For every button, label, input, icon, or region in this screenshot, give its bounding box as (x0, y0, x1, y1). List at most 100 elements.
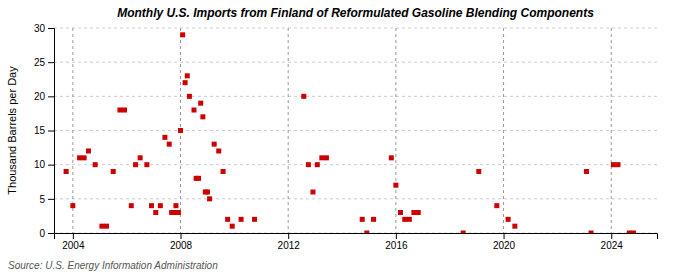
point (324, 155, 329, 160)
point (411, 210, 416, 215)
y-tick: 30 (34, 23, 54, 34)
point (315, 162, 320, 167)
y-grid-line (54, 96, 657, 97)
x-tick-label: 2020 (493, 240, 516, 251)
x-grid-line (611, 28, 612, 233)
point (82, 155, 87, 160)
x-tick-mark (288, 233, 289, 239)
y-tick: 25 (34, 57, 54, 68)
x-tick-mark (504, 233, 505, 239)
point (627, 231, 632, 234)
point (615, 162, 620, 167)
point (183, 80, 188, 85)
point (93, 162, 98, 167)
point (162, 135, 167, 140)
point (212, 142, 217, 147)
point (306, 162, 311, 167)
point (389, 155, 394, 160)
point (216, 149, 221, 154)
point (310, 190, 315, 195)
title: Monthly U.S. Imports from Finland of Ref… (117, 6, 594, 20)
source: Source: U.S. Energy Information Administ… (8, 260, 218, 271)
y-tick: 20 (34, 91, 54, 102)
x-tick: 2012 (278, 233, 301, 251)
point (611, 162, 616, 167)
point (402, 217, 407, 222)
y-tick-label: 10 (34, 159, 46, 170)
point (200, 114, 205, 119)
point (198, 101, 203, 106)
y-tick: 15 (34, 125, 54, 136)
point (167, 142, 172, 147)
y-tick-label: 25 (34, 57, 46, 68)
point (173, 203, 178, 208)
point (589, 231, 594, 234)
point (129, 203, 134, 208)
point (185, 73, 190, 78)
point (506, 217, 511, 222)
y-axis-title: Thousand Barrels per Day (6, 66, 18, 195)
point (239, 217, 244, 222)
point (207, 196, 212, 201)
y-tick: 5 (39, 194, 54, 205)
y-tick: 10 (34, 159, 54, 170)
x-axis: 2004 2008 2012 2016 2020 2024 (55, 233, 658, 251)
y-tick: 0 (39, 228, 54, 239)
point (191, 108, 196, 113)
point (301, 94, 306, 99)
point (364, 231, 369, 234)
point (86, 149, 91, 154)
point (64, 169, 69, 174)
y-tick-mark (48, 62, 54, 63)
x-tick: 2020 (493, 233, 516, 251)
y-axis-line (48, 29, 55, 234)
point (158, 203, 163, 208)
point (225, 217, 230, 222)
y-grid-line (54, 198, 657, 199)
point (584, 169, 589, 174)
y-grid-line (54, 28, 657, 29)
x-tick: 2024 (601, 233, 624, 251)
y-grid-line (54, 62, 657, 63)
point (138, 155, 143, 160)
point (178, 128, 183, 133)
point (494, 203, 499, 208)
y-tick-mark (48, 28, 54, 29)
point (111, 169, 116, 174)
y-grid-line (54, 130, 657, 131)
y-tick-label: 5 (39, 194, 45, 205)
y-tick-label: 0 (39, 228, 45, 239)
x-grid-line (72, 28, 73, 233)
x-grid-line (395, 28, 396, 233)
point (230, 224, 235, 229)
x-tick-label: 2024 (601, 240, 624, 251)
point (153, 210, 158, 215)
x-tick-label: 2016 (385, 240, 408, 251)
point (99, 224, 104, 229)
point (117, 108, 122, 113)
grid (54, 28, 657, 233)
x-grid-line (288, 28, 289, 233)
y-tick-mark (48, 233, 54, 234)
point (476, 169, 481, 174)
x-tick-mark (73, 233, 74, 239)
y-tick-mark (48, 96, 54, 97)
x-tick-label: 2008 (170, 240, 193, 251)
point (205, 190, 210, 195)
point (122, 108, 127, 113)
point (176, 210, 181, 215)
point (149, 203, 154, 208)
x-axis-line (55, 234, 658, 240)
point (631, 231, 636, 234)
x-tick: 2004 (62, 233, 85, 251)
point (393, 183, 398, 188)
y-tick-mark (48, 131, 54, 132)
point (104, 224, 109, 229)
x-tick-mark (396, 233, 397, 239)
x-grid-line (503, 28, 504, 233)
point (70, 203, 75, 208)
x-tick: 2008 (170, 233, 193, 251)
x-tick: 2016 (385, 233, 408, 251)
point (133, 162, 138, 167)
y-tick-label: 30 (34, 23, 46, 34)
